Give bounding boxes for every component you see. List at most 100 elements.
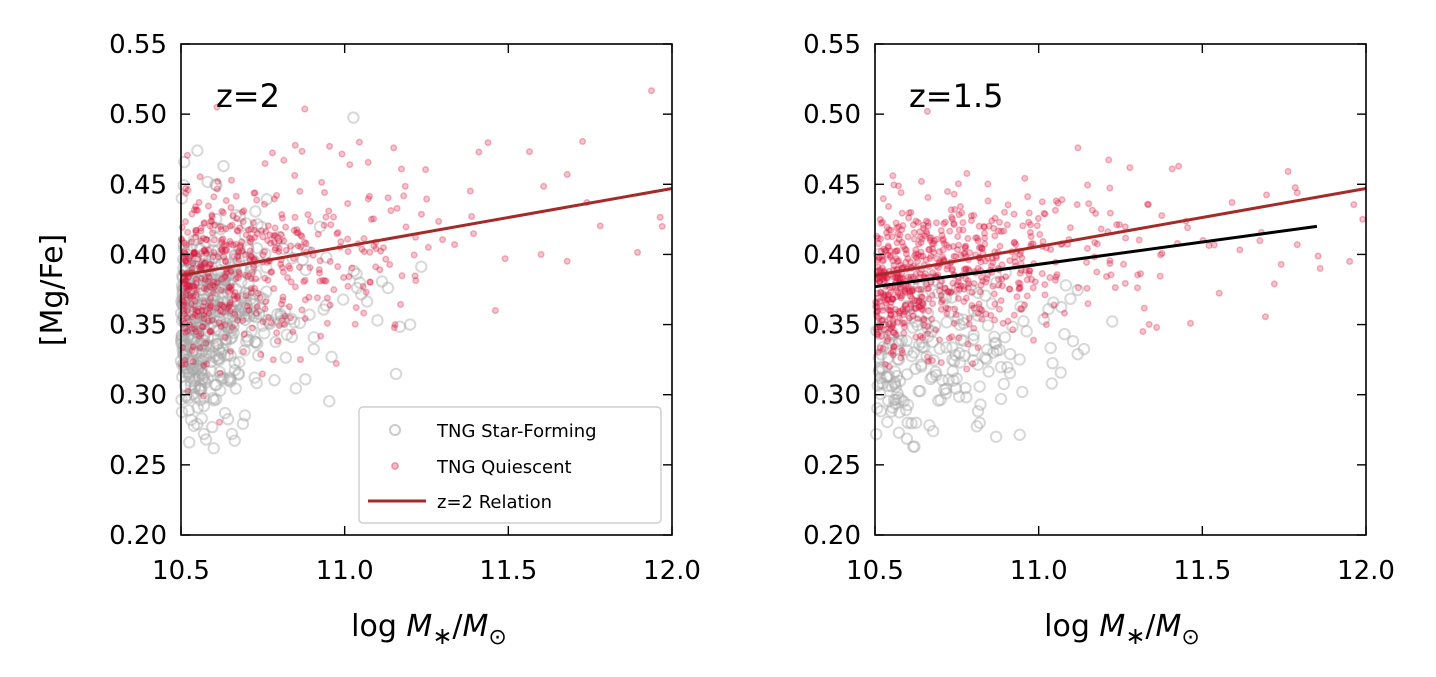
- star-forming-point: [939, 387, 953, 400]
- quiescent-point: [249, 219, 257, 227]
- star-forming-point: [247, 298, 260, 311]
- star-forming-point: [229, 208, 243, 222]
- star-forming-point: [197, 278, 211, 291]
- star-forming-point: [981, 319, 995, 332]
- quiescent-point: [977, 281, 985, 289]
- quiescent-point: [424, 243, 432, 251]
- star-forming-point: [230, 282, 243, 296]
- star-forming-point: [953, 346, 966, 360]
- y-tick-label: 0.40: [109, 240, 167, 270]
- quiescent-point: [579, 137, 587, 146]
- quiescent-point: [278, 316, 286, 324]
- quiescent-point: [352, 304, 360, 312]
- star-forming-point: [250, 376, 263, 390]
- star-forming-point: [891, 353, 904, 366]
- star-forming-point: [225, 331, 239, 344]
- quiescent-point: [887, 298, 895, 306]
- star-forming-point: [185, 322, 199, 336]
- star-forming-point: [177, 179, 190, 192]
- quiescent-point: [200, 234, 208, 242]
- star-forming-point: [221, 413, 235, 426]
- star-forming-point: [229, 295, 242, 308]
- star-forming-point: [940, 316, 953, 329]
- quiescent-point: [909, 286, 917, 294]
- star-forming-point: [921, 330, 935, 343]
- quiescent-point: [936, 281, 944, 290]
- quiescent-point: [887, 303, 895, 311]
- star-forming-point: [221, 373, 235, 387]
- quiescent-point: [239, 347, 248, 356]
- star-forming-point: [196, 247, 210, 261]
- quiescent-point: [1027, 232, 1035, 241]
- quiescent-point: [887, 311, 895, 319]
- star-forming-point: [242, 286, 256, 300]
- quiescent-point: [967, 212, 975, 220]
- quiescent-point: [983, 275, 991, 283]
- quiescent-point: [884, 233, 892, 241]
- quiescent-point: [1093, 268, 1101, 276]
- star-forming-point: [224, 375, 237, 388]
- quiescent-point: [1058, 196, 1066, 204]
- star-forming-point: [889, 397, 902, 411]
- quiescent-point: [275, 237, 283, 245]
- quiescent-point: [965, 320, 973, 328]
- quiescent-point: [271, 246, 279, 254]
- star-forming-point: [970, 420, 984, 433]
- quiescent-point: [330, 286, 338, 294]
- star-forming-point: [895, 334, 908, 347]
- quiescent-point: [207, 217, 215, 225]
- quiescent-point: [902, 246, 910, 254]
- quiescent-point: [182, 284, 190, 292]
- star-forming-point: [228, 250, 242, 263]
- star-forming-point: [255, 220, 268, 234]
- quiescent-point: [898, 274, 906, 282]
- star-forming-point: [235, 308, 248, 321]
- quiescent-point: [926, 254, 934, 262]
- quiescent-point: [886, 314, 894, 322]
- quiescent-point: [907, 208, 915, 217]
- quiescent-point: [902, 301, 910, 309]
- star-forming-point: [178, 347, 192, 360]
- star-forming-point: [224, 304, 238, 318]
- panel-annotation: z=1.5: [909, 77, 1004, 115]
- quiescent-point: [1042, 321, 1050, 329]
- star-forming-point: [233, 210, 247, 223]
- quiescent-point: [890, 342, 898, 351]
- quiescent-point: [186, 283, 195, 291]
- quiescent-point: [181, 277, 189, 285]
- star-forming-point: [185, 345, 198, 359]
- quiescent-point: [877, 289, 885, 297]
- star-forming-point: [222, 277, 235, 291]
- quiescent-point: [912, 217, 920, 225]
- quiescent-point: [960, 265, 968, 273]
- quiescent-point: [264, 236, 272, 245]
- quiescent-point: [883, 223, 891, 231]
- star-forming-point: [176, 298, 189, 311]
- quiescent-point: [1011, 253, 1019, 261]
- star-forming-point: [198, 313, 212, 327]
- star-forming-point: [1006, 320, 1019, 334]
- quiescent-point: [1133, 284, 1142, 292]
- quiescent-point: [1053, 271, 1061, 279]
- quiescent-point: [1359, 215, 1367, 223]
- star-forming-point: [932, 287, 945, 300]
- quiescent-point: [234, 227, 242, 235]
- quiescent-point: [1006, 257, 1014, 265]
- star-forming-point: [206, 391, 220, 405]
- star-forming-point: [198, 327, 212, 341]
- star-forming-point: [208, 378, 222, 392]
- quiescent-point: [280, 321, 289, 329]
- quiescent-point: [999, 319, 1007, 327]
- star-forming-point: [206, 252, 219, 265]
- star-forming-point: [178, 335, 192, 348]
- star-forming-point: [204, 355, 218, 369]
- quiescent-point: [1047, 245, 1055, 254]
- star-forming-point: [199, 352, 212, 365]
- star-forming-point: [188, 362, 202, 376]
- quiescent-point: [877, 235, 885, 243]
- star-forming-point: [211, 244, 225, 257]
- star-forming-point: [177, 295, 191, 308]
- star-forming-point: [881, 370, 894, 384]
- star-forming-point: [219, 336, 232, 349]
- star-forming-point: [1044, 341, 1057, 355]
